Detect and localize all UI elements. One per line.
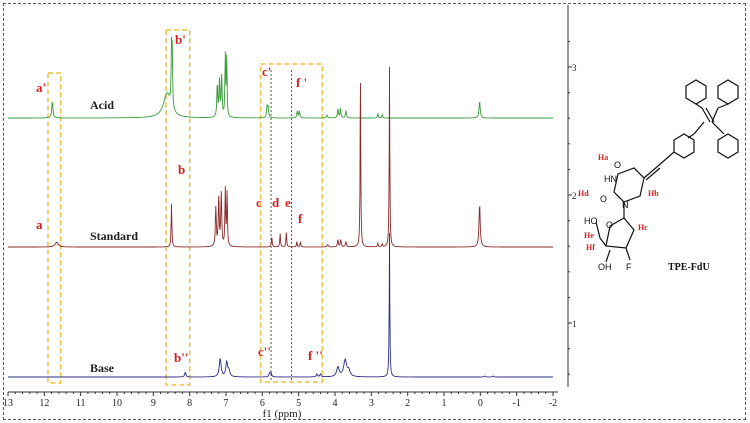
proton-label-hc: Hc [638, 223, 648, 232]
x-tick-label: 5 [296, 398, 301, 409]
proton-label-ha: Ha [598, 153, 608, 162]
x-tick-label: 12 [39, 398, 49, 409]
peak-label-a-prime: a' [36, 80, 46, 95]
peak-label-f-double-prime: f '' [308, 348, 323, 363]
x-tick-label: 0 [478, 398, 483, 409]
atom-ho: HO [584, 216, 598, 226]
molecule-name: TPE-FdU [668, 262, 710, 273]
proton-label-hd: Hd [578, 189, 589, 198]
spectra-traces [8, 36, 553, 378]
peak-label-c-prime: c' [262, 64, 271, 79]
peak-label-b-prime: b' [175, 32, 186, 47]
peak-label-b-double-prime: b'' [174, 350, 188, 365]
proton-label-hb: Hb [648, 189, 659, 198]
right-axis: 3 2 1 [567, 5, 577, 387]
peak-label-e: e [285, 195, 291, 210]
x-tick-label: 13 [3, 398, 13, 409]
peak-label-f-prime: f ' [296, 75, 307, 90]
peak-label-b: b [178, 162, 185, 177]
series-label-acid: Acid [90, 98, 114, 112]
x-tick-label: 2 [405, 398, 410, 409]
molecule-structure: HN O O N O HO OH F Ha Hb Hc Hd He Hf TPE… [578, 79, 739, 273]
peak-label-f: f [298, 211, 303, 226]
proton-label-he: He [584, 231, 594, 240]
atom-o-ring: O [606, 220, 613, 230]
spectrum-trace-base [8, 232, 553, 378]
x-tick-label: 3 [369, 398, 374, 409]
x-tick-label: 11 [76, 398, 86, 409]
x-tick-label: 4 [333, 398, 338, 409]
right-tick-label: 1 [572, 319, 577, 329]
x-axis: 13 12 11 10 9 8 7 6 5 4 3 2 1 0 -1 -2 [3, 391, 558, 409]
right-tick-label: 2 [572, 191, 577, 201]
atom-n: N [622, 200, 629, 210]
annotation-box-a-region [47, 72, 62, 384]
annotation-box-b-region [165, 29, 191, 386]
peak-label-c: c [256, 195, 262, 210]
x-tick-label: 1 [442, 398, 447, 409]
annotation-box-c-f-region [259, 63, 324, 383]
atom-f: F [626, 262, 632, 272]
x-axis-label: f1 (ppm) [263, 408, 302, 420]
x-tick-label: 8 [187, 398, 192, 409]
highlight-boxes [47, 29, 324, 386]
x-tick-label: 9 [151, 398, 156, 409]
atom-hn: HN [604, 174, 617, 184]
peak-label-a: a [36, 217, 43, 232]
right-tick-label: 3 [572, 63, 577, 73]
x-tick-label: -2 [549, 398, 557, 409]
atom-o-bottom: O [600, 194, 607, 204]
spectrum-trace-acid [8, 36, 553, 119]
x-tick-label: 10 [112, 398, 122, 409]
x-tick-label: 6 [260, 398, 265, 409]
spectrum-trace-standard [8, 66, 553, 248]
peak-label-d: d [272, 195, 280, 210]
peak-label-c-double-prime: c'' [258, 344, 271, 359]
series-label-base: Base [90, 361, 115, 375]
proton-label-hf: Hf [586, 243, 595, 252]
figure-frame [3, 3, 746, 420]
atom-oh: OH [598, 262, 612, 272]
x-tick-label: 7 [224, 398, 229, 409]
series-label-standard: Standard [90, 229, 138, 243]
x-tick-label: -1 [512, 398, 520, 409]
guide-lines [270, 70, 292, 380]
atom-o-top: O [614, 160, 621, 170]
molecule-bonds [595, 79, 739, 263]
